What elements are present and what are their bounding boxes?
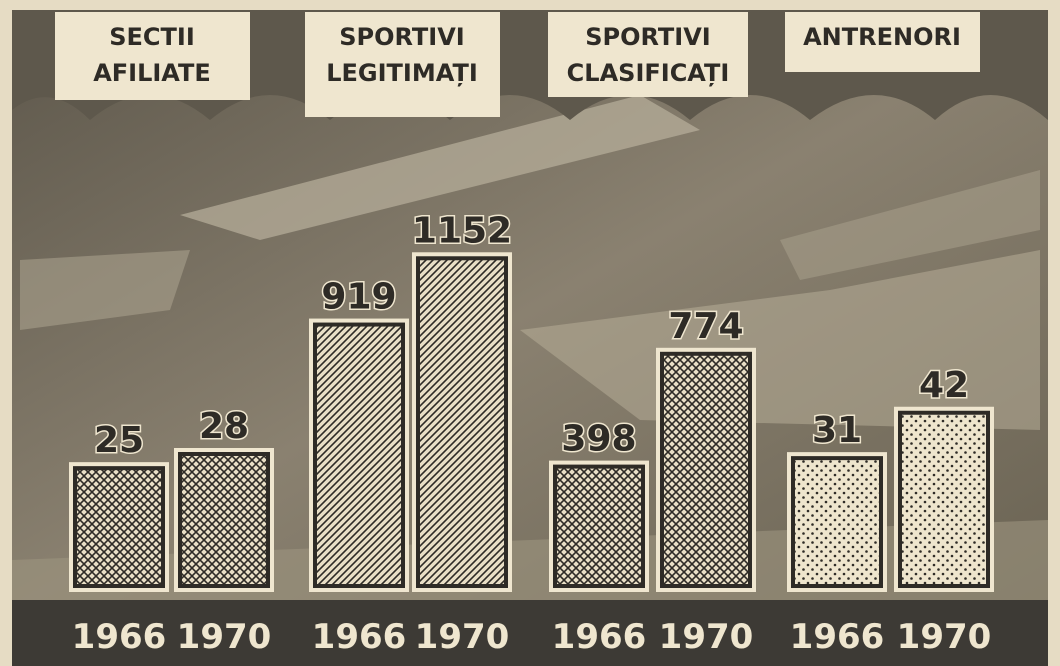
year-label: 1970: [415, 617, 510, 657]
group-title: SECTII: [109, 23, 195, 51]
group-title: CLASIFICAȚI: [567, 59, 730, 87]
value-label: 398: [561, 419, 636, 460]
value-label: 774: [668, 306, 743, 347]
year-band: [12, 600, 1048, 666]
year-label: 1966: [552, 617, 647, 657]
value-label: 919: [321, 277, 396, 318]
year-label: 1966: [72, 617, 167, 657]
year-label: 1970: [659, 617, 754, 657]
bar: [900, 413, 988, 586]
group-title: ANTRENORI: [803, 23, 961, 51]
year-label: 1970: [897, 617, 992, 657]
value-label: 28: [199, 406, 249, 447]
year-label: 1966: [312, 617, 407, 657]
bar: [315, 325, 403, 586]
group-title: SPORTIVI: [585, 23, 710, 51]
value-label: 31: [812, 410, 862, 451]
year-label: 1966: [790, 617, 885, 657]
year-label: 1970: [177, 617, 272, 657]
infographic: SECTII AFILIATE 25 1966 28 1970 SPORTIVI LEGITI…: [0, 0, 1060, 666]
bar: [555, 467, 643, 586]
bar: [662, 354, 750, 586]
bar: [793, 458, 881, 586]
bar: [418, 258, 506, 586]
value-label: 25: [94, 420, 144, 461]
group-title: LEGITIMAȚI: [326, 59, 478, 87]
bar: [180, 454, 268, 586]
group-title: SPORTIVI: [339, 23, 464, 51]
value-label: 1152: [412, 210, 512, 251]
value-label: 42: [919, 365, 969, 406]
bar: [75, 468, 163, 586]
group-title: AFILIATE: [93, 59, 211, 87]
